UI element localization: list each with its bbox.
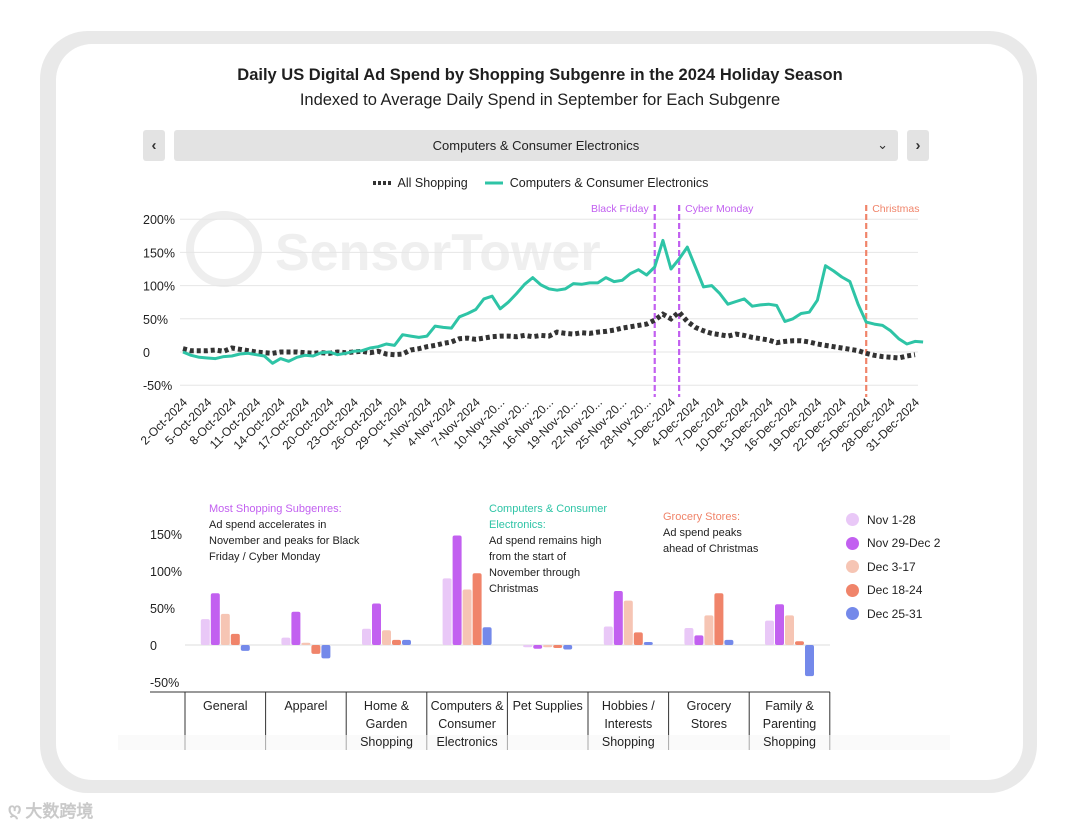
footer-logo-text: 大数跨境 (25, 802, 94, 821)
legend-label-all-shopping: All Shopping (397, 176, 468, 190)
legend-swatch (846, 583, 859, 597)
legend-swatch (846, 513, 859, 527)
dotted-line-swatch (372, 181, 391, 185)
subgenre-select-value: Computers & Consumer Electronics (432, 138, 640, 153)
legend-swatch (846, 607, 859, 621)
prev-subgenre-button[interactable]: ‹ (143, 130, 165, 161)
annotation-line: Friday / Cyber Monday (209, 551, 321, 563)
annotation-grocery: Grocery Stores: Ad spend peaks ahead of … (663, 509, 758, 557)
annotation-heading: Grocery Stores: (663, 511, 741, 523)
annotation-line: November through (489, 567, 581, 579)
annotation-most-shopping: Most Shopping Subgenres: Ad spend accele… (209, 501, 359, 565)
legend-item-nov-29-dec-2[interactable]: Nov 29-Dec 2 (846, 532, 940, 556)
legend-label: Dec 18-24 (867, 583, 923, 598)
legend-label-subgenre: Computers & Consumer Electronics (509, 176, 709, 190)
legend-swatch (846, 560, 859, 574)
next-subgenre-button[interactable]: › (907, 130, 929, 161)
bar-chart-legend: Nov 1-28 Nov 29-Dec 2 Dec 3-17 Dec 18-24… (846, 508, 940, 626)
chart-subtitle: Indexed to Average Daily Spend in Septem… (299, 91, 781, 109)
annotation-line: Ad spend peaks (663, 527, 742, 539)
annotation-line: Ad spend accelerates in (209, 519, 327, 531)
legend-item-nov-1-28[interactable]: Nov 1-28 (846, 508, 940, 532)
subgenre-select[interactable]: Computers & Consumer Electronics ⌄ (174, 130, 898, 161)
annotation-line: Ad spend remains high (489, 535, 602, 547)
annotation-computers: Computers & Consumer Electronics: Ad spe… (489, 501, 607, 597)
annotation-line: November and peaks for Black (209, 535, 360, 547)
annotation-line: Christmas (489, 583, 539, 595)
chevron-down-icon: ⌄ (877, 137, 888, 152)
legend-label: Nov 29-Dec 2 (867, 536, 941, 551)
legend-item-all-shopping[interactable]: All Shopping (372, 176, 468, 190)
annotation-heading: Electronics: (489, 519, 546, 531)
solid-line-swatch (484, 181, 503, 185)
annotation-line: ahead of Christmas (663, 543, 759, 555)
legend-item-dec-3-17[interactable]: Dec 3-17 (846, 555, 940, 579)
annotation-heading: Most Shopping Subgenres: (209, 503, 342, 515)
legend-item-dec-18-24[interactable]: Dec 18-24 (846, 579, 940, 603)
legend-item-dec-25-31[interactable]: Dec 25-31 (846, 602, 940, 626)
chat-bubble-icon: ღ (8, 799, 22, 819)
legend-label: Dec 3-17 (867, 559, 916, 574)
chart-title: Daily US Digital Ad Spend by Shopping Su… (237, 66, 843, 84)
annotation-line: from the start of (489, 551, 567, 563)
line-chart-legend: All Shopping Computers & Consumer Electr… (0, 176, 1080, 190)
chart-panel (56, 44, 1023, 780)
annotation-heading: Computers & Consumer (489, 503, 607, 515)
legend-item-subgenre[interactable]: Computers & Consumer Electronics (484, 176, 709, 190)
legend-label: Nov 1-28 (867, 512, 916, 527)
legend-label: Dec 25-31 (867, 606, 923, 621)
legend-swatch (846, 536, 859, 550)
footer-logo: ღ 大数跨境 (8, 797, 93, 822)
